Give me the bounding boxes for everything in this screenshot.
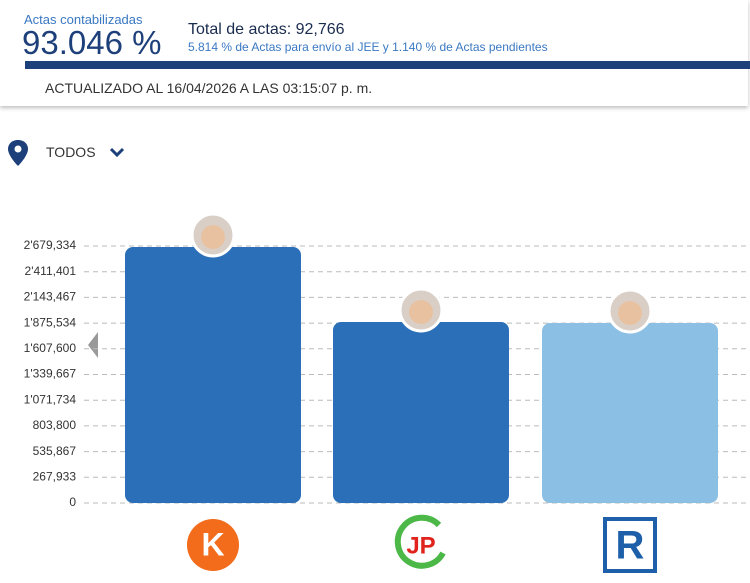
pin-icon (8, 140, 28, 166)
y-tick-label: 1'071,734 (24, 392, 77, 406)
candidate-face (618, 300, 642, 325)
y-tick-label: 803,800 (33, 418, 77, 432)
pin-hole (14, 145, 22, 153)
candidate-face (409, 300, 433, 325)
party-logo-text: R (616, 524, 645, 568)
candidate-photo (607, 288, 653, 334)
y-tick-label: 1'339,667 (24, 367, 77, 381)
bar (333, 322, 509, 503)
y-tick-label: 2'143,467 (24, 290, 77, 304)
counted-percent: 93.046 % (22, 24, 162, 61)
candidate-photo (398, 287, 444, 333)
y-tick-label: 535,867 (33, 444, 77, 458)
header: Actas contabilizadas 93.046 % Total de a… (0, 0, 750, 106)
party-logo (603, 517, 657, 573)
y-tick-label: 1'875,534 (24, 315, 77, 329)
counted-label: Actas contabilizadas (24, 12, 143, 27)
y-tick-label: 0 (69, 495, 76, 509)
party-logo (187, 519, 239, 571)
party-logo-text: K (201, 526, 224, 562)
y-tick-label: 2'679,334 (24, 238, 77, 252)
filter-icons (8, 140, 125, 166)
filter-label: TODOS (46, 144, 96, 160)
bar (125, 246, 301, 504)
party-logo-text: JP (406, 532, 435, 559)
candidate-photo (190, 212, 236, 258)
updated: ACTUALIZADO AL 16/04/2026 A LAS 03:15:07… (45, 80, 373, 96)
party-logo (394, 514, 446, 569)
scroll-arrow (88, 332, 98, 358)
detail: 5.814 % de Actas para envío al JEE y 1.1… (188, 40, 548, 54)
candidate-face (201, 224, 225, 249)
progress-bar (25, 61, 750, 69)
y-tick-label: 1'607,600 (24, 341, 77, 355)
filter-dropdown[interactable]: TODOS (6, 138, 136, 168)
chevron (109, 147, 125, 158)
y-tick-label: 267,933 (33, 469, 77, 483)
bar (542, 322, 718, 503)
total: Total de actas: 92,766 (188, 21, 345, 38)
y-tick-label: 2'411,401 (25, 264, 77, 278)
